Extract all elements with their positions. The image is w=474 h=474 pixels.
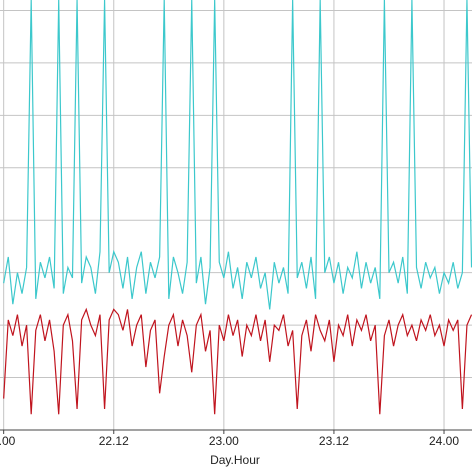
plot-area	[3, 0, 472, 415]
line-series	[3, 307, 472, 415]
x-tick-label: 24.00	[429, 434, 459, 448]
axes: 2.00 22.12 23.00 23.12 24.00	[0, 429, 472, 448]
line-series	[3, 0, 472, 310]
x-tick-label: 23.12	[319, 434, 349, 448]
x-tick-label: 2.00	[0, 434, 16, 448]
x-tick-label: 22.12	[99, 434, 129, 448]
x-axis-title: Day.Hour	[210, 453, 260, 467]
grid	[0, 0, 472, 431]
x-tick-label: 23.00	[209, 434, 239, 448]
